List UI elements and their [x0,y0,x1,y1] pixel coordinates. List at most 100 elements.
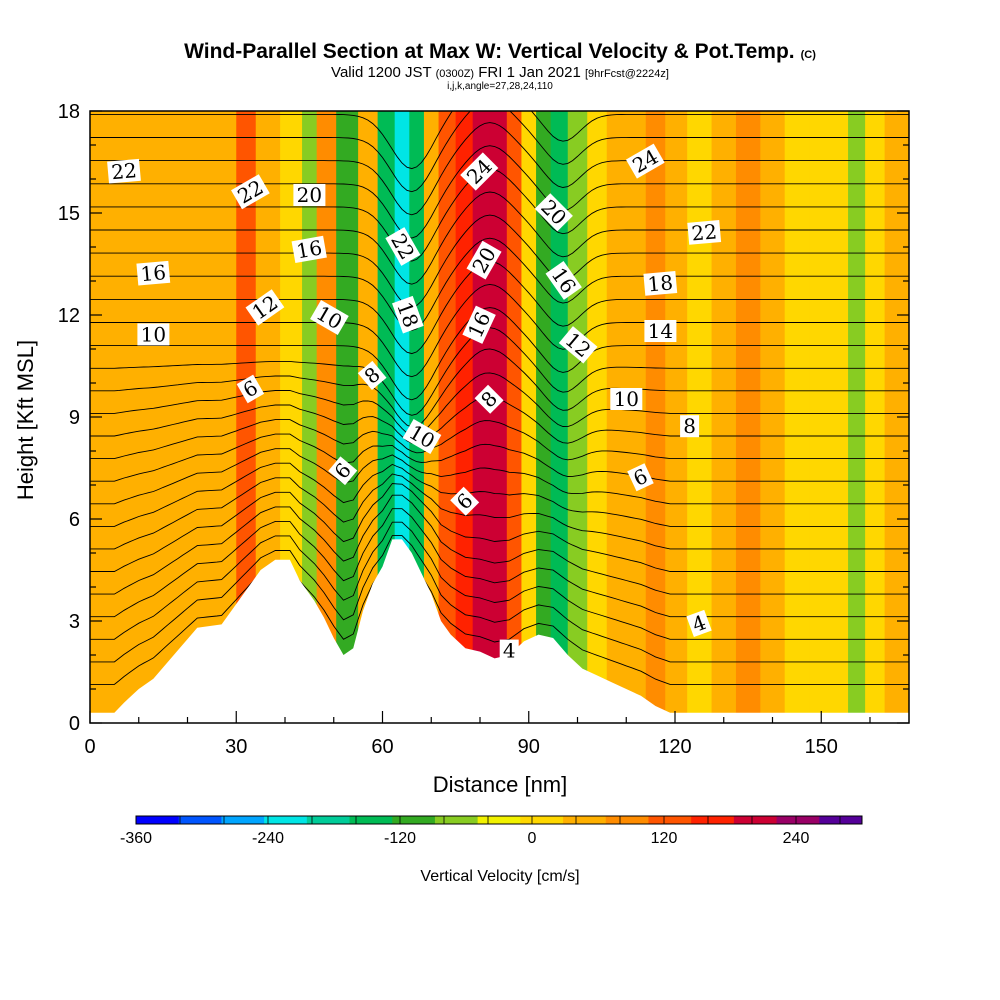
colorbar-segment [477,816,521,824]
y-tick-label: 0 [69,713,80,735]
colorbar-tick-label: -240 [252,830,284,847]
colorbar-segment [434,816,479,824]
contour-label-text: 16 [295,235,324,263]
velocity-column [735,111,761,723]
isentrope-line [90,348,909,428]
isentrope-line [90,145,909,239]
contour-label-box [310,300,349,336]
contour-label-box [236,374,265,404]
y-axis-label: Height [Kft MSL] [13,340,38,500]
contour-label-text: 16 [140,260,167,286]
velocity-column [302,111,318,723]
contour-label-box [357,360,387,390]
contour-label-text: 22 [690,219,717,245]
isentrope-line [90,462,909,527]
contour-label-text: 14 [648,319,673,343]
colorbar-segment [563,816,607,824]
isentrope-line [90,168,909,262]
isentrope-line [90,327,909,416]
velocity-column [809,111,832,723]
contour-label-box [558,326,598,364]
y-tick-label: 9 [69,407,80,429]
contour-label-box [291,235,327,264]
contour-label-box [466,240,502,280]
colorbar-segment [392,816,436,824]
isentrope-line [90,535,909,663]
velocity-column [645,111,666,723]
contour-label-box [499,639,519,662]
isentrope-line [90,419,909,461]
contour-label-box [680,415,700,438]
contour-label: 22 [107,158,141,184]
contour-label: 14 [644,319,677,343]
isentrope-line [90,260,909,355]
copyright-mark: (C) [801,49,817,61]
x-axis-label: Distance [nm] [433,772,568,797]
colorbar-segment [648,816,692,824]
contour-label-box [686,609,712,638]
contour-label: 6 [627,463,654,492]
contour-label-box [136,260,171,286]
contour-label-box [643,271,678,296]
contour-label: 16 [291,235,327,264]
y-tick-label: 18 [58,101,80,123]
contour-label-box [462,305,496,344]
contour-label-box [385,227,421,266]
theta-contours [90,111,909,685]
contour-label-text: 18 [647,270,674,296]
contour-label: 10 [610,387,643,411]
colorbar-segment [776,816,820,824]
velocity-column [536,111,552,723]
contour-label: 22 [687,219,722,245]
velocity-column [187,111,218,723]
colorbar: -360 -240 -120 0 120 240 [120,815,863,847]
velocity-column [567,111,588,723]
velocity-column [153,111,189,723]
terrain-polygon [90,539,909,723]
x-tick-label: 0 [84,736,95,758]
velocity-column [455,111,474,723]
contour-label-text: 20 [297,183,322,207]
contour-label-text: 10 [614,387,639,411]
contour-label: 8 [680,414,700,438]
terrain-mask [90,539,909,723]
chart-subtitle: Valid 1200 JST (0300Z) FRI 1 Jan 2021 [9… [331,64,669,81]
contour-label-box [610,388,643,410]
colorbar-segment [306,816,351,824]
contour-label: 18 [643,270,678,296]
isentrope-line [90,548,909,685]
contour-label-box [545,261,582,300]
colorbar-segment [136,816,180,824]
colorbar-segment [733,816,778,824]
velocity-column [506,111,523,723]
colorbar-segment [178,816,222,824]
contour-label: 16 [136,260,171,286]
velocity-column [784,111,810,723]
contour-label-box [644,320,677,342]
colorbar-segment [221,816,265,824]
contour-label-box [392,295,424,334]
colorbar-segment [691,816,735,824]
contour-label-box [402,419,442,455]
isentrope-line [90,111,909,170]
contour-label-box [231,174,270,210]
velocity-column [489,111,508,723]
isentrope-line [90,433,909,482]
colorbar-tick-label: 0 [528,830,537,847]
y-axis: 0 3 6 9 12 15 18 [58,101,909,735]
velocity-column [711,111,737,723]
velocity-column [236,111,257,723]
chart-params: i,j,k,angle=27,28,24,110 [447,81,553,92]
velocity-field [90,111,909,723]
velocity-column [626,111,647,723]
contour-label-text: 8 [683,414,696,438]
x-tick-label: 90 [518,736,540,758]
isentrope-line [90,191,909,285]
isentrope-line [90,494,909,595]
velocity-column [831,111,849,723]
contour-label-text: 22 [110,158,137,184]
isentrope-line [90,111,909,193]
velocity-column [126,111,154,723]
x-tick-label: 150 [805,736,838,758]
